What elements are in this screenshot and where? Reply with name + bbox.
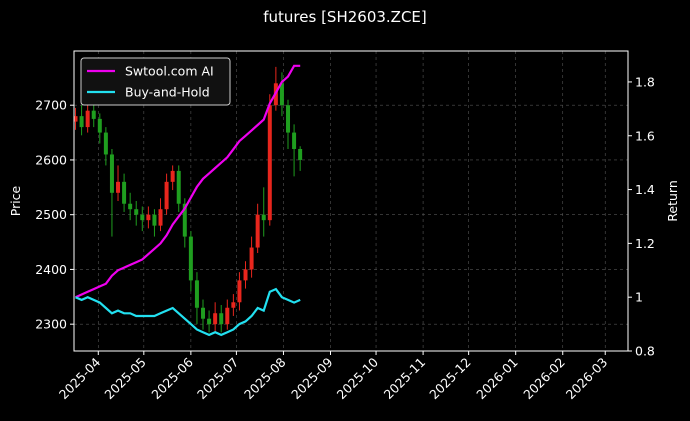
y2-tick-label: 1.4 — [635, 182, 655, 197]
y2-tick-label: 1 — [635, 290, 643, 305]
candle-body — [128, 203, 133, 210]
candle-body — [231, 302, 236, 308]
candle-body — [164, 181, 169, 210]
candle-body — [146, 214, 151, 221]
candle-body — [176, 170, 181, 204]
candle-body — [261, 214, 266, 221]
series-line — [75, 287, 301, 337]
candle-body — [213, 313, 218, 325]
legend-label: Buy-and-Hold — [125, 85, 210, 100]
y-tick-label: 2500 — [35, 207, 67, 222]
candle-body — [170, 170, 175, 182]
candle-body — [249, 247, 254, 270]
candle-body — [109, 154, 114, 193]
series-line — [75, 64, 301, 299]
candle-body — [207, 318, 212, 325]
candle-body — [188, 236, 193, 281]
candle-body — [79, 116, 84, 128]
y-axis-label: Price — [8, 185, 23, 216]
candle-body — [152, 214, 157, 226]
candle-body — [73, 116, 78, 122]
candle-body — [225, 307, 230, 325]
candle-body — [122, 181, 127, 204]
candle-body — [292, 132, 297, 149]
candle-body — [116, 181, 121, 193]
candle-body — [158, 209, 163, 226]
y2-tick-label: 1.2 — [635, 236, 655, 251]
candle-body — [182, 203, 187, 237]
candle-body — [219, 313, 224, 325]
candle-body — [103, 132, 108, 155]
y2-tick-label: 1.6 — [635, 128, 655, 143]
legend-box — [80, 57, 231, 106]
y2-tick-label: 0.8 — [635, 344, 655, 359]
candle-body — [243, 269, 248, 281]
candle-body — [85, 110, 90, 128]
candle-body — [279, 83, 284, 106]
candle-body — [267, 105, 272, 221]
candle-body — [91, 110, 96, 119]
y-tick-label: 2700 — [35, 98, 67, 113]
candle-body — [237, 280, 242, 303]
candle-body — [134, 209, 139, 215]
candle-body — [298, 148, 303, 160]
y2-axis-label: Return — [665, 180, 680, 221]
y-tick-label: 2400 — [35, 262, 67, 277]
legend-label: Swtool.com AI — [125, 64, 214, 79]
candle-body — [255, 214, 260, 248]
plot-frame — [73, 50, 629, 352]
chart-title: futures [SH2603.ZCE] — [263, 8, 427, 26]
candle-body — [286, 105, 291, 133]
y2-tick-label: 1.8 — [635, 74, 655, 89]
candle-body — [97, 118, 102, 133]
candle-body — [201, 307, 206, 319]
candle-body — [194, 280, 199, 308]
y-tick-label: 2600 — [35, 152, 67, 167]
y-tick-label: 2300 — [35, 317, 67, 332]
candle-body — [140, 214, 145, 221]
